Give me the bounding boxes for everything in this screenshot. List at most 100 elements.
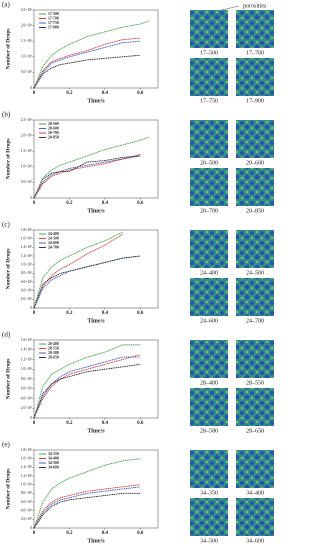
- legend-label: 34-500: [48, 461, 59, 465]
- legend-label: 17-900: [48, 25, 59, 29]
- x-axis-label: Time/s: [87, 428, 105, 434]
- x-tick-label: 0: [33, 311, 36, 316]
- image-label: 24–500: [246, 270, 264, 276]
- legend-label: 24-400: [48, 232, 59, 236]
- x-tick-label: 0.4: [102, 421, 109, 426]
- image-label: 17–750: [200, 98, 218, 104]
- x-tick-label: 0.2: [66, 91, 73, 96]
- y-tick-label: 1.4×10³: [21, 348, 33, 352]
- microstructure-image: [190, 278, 228, 316]
- y-axis-label: Number of Drops: [5, 358, 11, 399]
- y-tick-label: 1.0×10³: [21, 367, 33, 371]
- series-line: [33, 40, 141, 89]
- y-tick-label: 1.8×10³: [21, 448, 33, 452]
- microstructure-image: [190, 340, 228, 378]
- legend-label: 17-700: [48, 16, 59, 20]
- legend-label: 24-600: [48, 241, 59, 245]
- image-label: 24–400: [200, 270, 218, 276]
- x-axis-label: Time/s: [87, 98, 105, 104]
- microstructure-image: [236, 340, 274, 378]
- y-tick-label: 1.0×10³: [21, 482, 33, 486]
- series-line: [33, 255, 141, 309]
- microstructure-image: [236, 278, 274, 316]
- y-tick-label: 1.6×10³: [21, 338, 33, 342]
- x-tick-label: 0.4: [102, 311, 109, 316]
- x-tick-label: 0.2: [66, 531, 73, 536]
- microstructure-image: [190, 388, 228, 426]
- microstructure-image: [236, 498, 274, 536]
- y-tick-label: 1.8×10³: [21, 228, 33, 232]
- y-tick-label: 0: [30, 306, 32, 310]
- series-line: [33, 484, 141, 529]
- series-line: [33, 155, 141, 199]
- microstructure-image: [190, 230, 228, 268]
- x-tick-label: 0.4: [102, 201, 109, 206]
- legend-label: 24-700: [48, 245, 59, 249]
- y-tick-label: 1.6×10³: [21, 456, 33, 460]
- plot-frame: [33, 229, 159, 309]
- x-tick-label: 0.6: [137, 201, 144, 206]
- y-tick-label: 1.2×10³: [21, 254, 33, 258]
- microstructure-image: [190, 168, 228, 206]
- image-label: 24–700: [246, 318, 264, 324]
- y-tick-label: 5.0×10²: [21, 180, 32, 184]
- series-line: [33, 231, 123, 309]
- y-tick-label: 2.0×10²: [21, 517, 32, 521]
- x-tick-label: 0: [33, 421, 36, 426]
- x-tick-label: 0.4: [102, 91, 109, 96]
- x-tick-label: 0.6: [137, 91, 144, 96]
- y-tick-label: 2.5×10³: [21, 118, 33, 122]
- series-line: [33, 136, 150, 199]
- legend-label: 28-400: [48, 342, 59, 346]
- legend-label: 20-850: [48, 135, 59, 139]
- image-label: 28–550: [246, 380, 264, 386]
- x-axis-label: Time/s: [87, 318, 105, 324]
- y-tick-label: 1.0×10³: [21, 165, 33, 169]
- plot-frame: [33, 449, 159, 529]
- x-axis-label: Time/s: [87, 538, 105, 544]
- x-tick-label: 0: [33, 91, 36, 96]
- series-line: [33, 153, 141, 199]
- image-label: 34–350: [200, 490, 218, 496]
- y-tick-label: 2.0×10²: [21, 406, 32, 410]
- microstructure-image: [236, 230, 274, 268]
- series-line: [33, 354, 141, 419]
- y-tick-label: 1.5×10³: [21, 39, 33, 43]
- microstructure-image: [190, 10, 228, 48]
- legend-label: 34-350: [48, 452, 59, 456]
- series-line: [33, 344, 141, 419]
- series-line: [33, 20, 150, 89]
- microstructure-image: [236, 388, 274, 426]
- plot-frame: [33, 119, 159, 199]
- annotation: porosities: [243, 3, 267, 9]
- legend-label: 34-400: [48, 456, 59, 460]
- series-line: [33, 233, 123, 309]
- x-tick-label: 0.6: [137, 421, 144, 426]
- y-tick-label: 2.5×10³: [21, 8, 33, 12]
- legend-label: 17-750: [48, 21, 59, 25]
- x-tick-label: 0.6: [137, 531, 144, 536]
- y-tick-label: 8.0×10²: [21, 377, 32, 381]
- panel-label: (b): [2, 111, 11, 119]
- y-tick-label: 0: [30, 526, 32, 530]
- image-label: 28–400: [200, 380, 218, 386]
- panel-label: (a): [2, 1, 10, 9]
- image-label: 34–500: [200, 538, 218, 544]
- y-tick-label: 0: [30, 86, 32, 90]
- image-label: 17–700: [246, 50, 264, 56]
- y-axis-label: Number of Drops: [5, 468, 11, 509]
- y-tick-label: 8.0×10²: [21, 271, 32, 275]
- y-tick-label: 1.0×10³: [21, 55, 33, 59]
- legend-label: 20-600: [48, 126, 59, 130]
- microstructure-image: [190, 498, 228, 536]
- series-line: [33, 492, 141, 529]
- series-line: [33, 458, 141, 529]
- image-label: 34–400: [246, 490, 264, 496]
- y-axis-label: Number of Drops: [5, 28, 11, 69]
- y-tick-label: 6.0×10²: [21, 280, 32, 284]
- legend-label: 20-700: [48, 131, 59, 135]
- image-label: 20–700: [200, 208, 218, 214]
- y-tick-label: 0: [30, 196, 32, 200]
- series-line: [33, 155, 141, 199]
- series-line: [33, 363, 141, 419]
